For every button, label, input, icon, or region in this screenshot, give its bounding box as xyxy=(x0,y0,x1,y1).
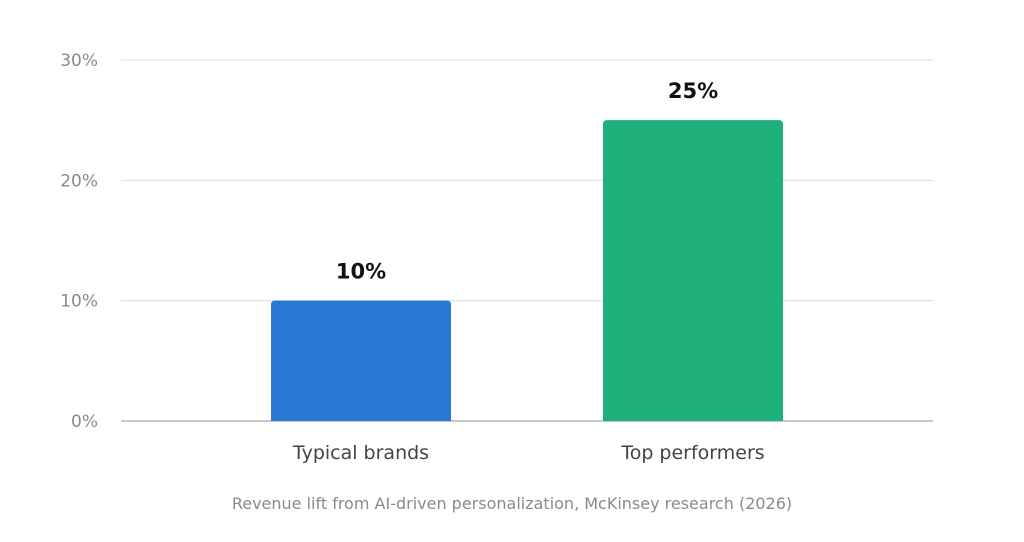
y-axis-ticks: 0% 10% 20% 30% xyxy=(60,51,98,432)
bar-top-performers xyxy=(603,120,783,422)
bars xyxy=(271,120,783,422)
bar-chart: 0% 10% 20% 30% 10% 25% Typical brands Top per… xyxy=(60,51,933,464)
y-tick-label: 10% xyxy=(60,292,98,312)
gridlines xyxy=(121,59,933,422)
x-category-label: Typical brands xyxy=(292,442,429,464)
bar-typical-brands xyxy=(271,300,451,421)
chart-caption: Revenue lift from AI-driven personalizat… xyxy=(231,494,793,513)
bar-value-label: 25% xyxy=(668,79,718,103)
value-labels: 10% 25% xyxy=(336,79,718,284)
bar-value-label: 10% xyxy=(336,260,386,284)
y-tick-label: 0% xyxy=(71,412,98,432)
x-axis-categories: Typical brands Top performers xyxy=(292,442,765,464)
y-tick-label: 30% xyxy=(60,51,98,71)
x-category-label: Top performers xyxy=(620,442,764,464)
y-tick-label: 20% xyxy=(60,171,98,191)
